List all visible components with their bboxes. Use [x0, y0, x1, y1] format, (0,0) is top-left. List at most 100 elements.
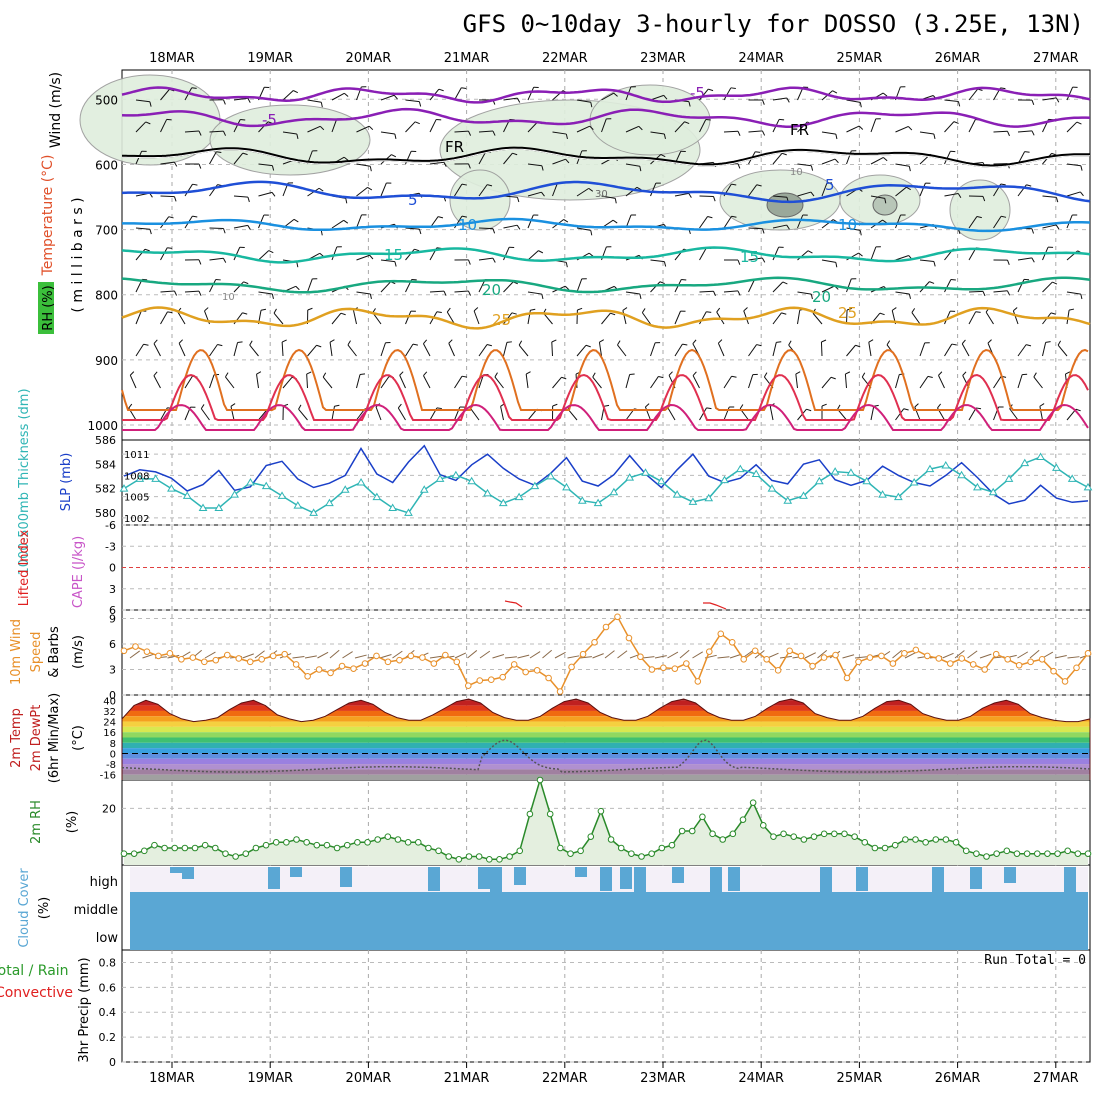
thickness-line-point	[483, 488, 492, 497]
wind-barb-flag	[629, 373, 635, 375]
wind-barb-flag	[737, 130, 741, 136]
thickness-line-point	[498, 498, 508, 507]
wind-barb-flag	[418, 229, 422, 235]
cloud-high-bar	[428, 867, 440, 891]
contour-label: 10	[458, 216, 477, 234]
wind-barb	[944, 193, 959, 197]
wind-barb	[209, 151, 217, 165]
rh2m-line-point	[120, 850, 128, 857]
wind-barb	[914, 406, 921, 421]
wind-barb	[797, 310, 801, 325]
wind-barb-flag	[781, 152, 787, 156]
wind10m-speed-line-point	[958, 655, 966, 662]
wind-barb-flag	[858, 125, 864, 130]
wind-barb	[233, 247, 241, 261]
thickness-line-point	[198, 503, 208, 511]
wind-barb-flag	[320, 102, 323, 108]
thickness-line-point	[214, 503, 224, 511]
temp-band	[122, 721, 1090, 727]
wind-barb-flag	[961, 339, 966, 345]
thickness-line-point	[1036, 452, 1045, 460]
wind-barb-flag	[436, 407, 442, 410]
wind-barb	[650, 376, 659, 389]
chart-title: GFS 0~10day 3-hourly for DOSSO (3.25E, 1…	[462, 10, 1084, 38]
thickness-line-point	[277, 491, 287, 499]
wind-barb-flag	[938, 371, 943, 376]
wind10m-barb	[892, 649, 903, 659]
cloud-high-bar	[634, 867, 646, 893]
rh2m-line-point	[140, 847, 148, 855]
temp-contour-25	[121, 306, 1091, 330]
wind-barb	[601, 312, 611, 325]
rh2m-line-point	[1054, 850, 1061, 857]
wind-barb-flag	[933, 261, 936, 267]
date-label-top: 26MAR	[935, 51, 981, 66]
temp-band	[122, 737, 1090, 743]
wind10m-speed-line-point	[740, 656, 748, 663]
wind-barb-flag	[318, 187, 324, 192]
wind10m-speed-line-point	[981, 666, 989, 673]
wind-barb-flag	[962, 371, 967, 376]
wind-barb	[306, 373, 308, 389]
date-label-bottom: 22MAR	[542, 1071, 588, 1086]
wind-barb	[552, 182, 558, 197]
wind-barb-flag	[271, 293, 274, 300]
rh2m-line-point	[201, 841, 209, 849]
temp-contour-20	[121, 276, 1091, 294]
temp-contour-40	[122, 403, 1089, 431]
cloud-high-bar	[710, 867, 722, 893]
wind-barb	[380, 376, 390, 389]
wind-barb-flag	[399, 371, 404, 376]
wind-barb	[184, 375, 193, 389]
wind10m-speed-line-point	[579, 650, 587, 658]
wind10m-ylabel-3: & Barbs	[47, 626, 62, 678]
wind-barb-flag	[786, 97, 790, 103]
rh2m-line-point	[181, 844, 189, 852]
wind-barb	[375, 406, 382, 421]
wind-barb-flag	[731, 375, 737, 378]
wind10m-speed-line-point	[637, 653, 644, 661]
temp-band	[122, 769, 1090, 775]
wind-barb-flag	[414, 121, 420, 125]
wind-barb	[772, 152, 783, 165]
cloud-high-bar	[340, 867, 352, 887]
wind-barb	[233, 97, 248, 101]
rh2m-line-point	[1023, 850, 1031, 857]
wind-barb	[699, 311, 707, 325]
wind10m-speed-line-point	[946, 660, 954, 667]
wind-barb	[478, 344, 488, 357]
wind-barb	[347, 344, 357, 357]
rh2m-line-point	[252, 844, 260, 852]
wind-barb	[812, 312, 823, 325]
rh2m-line-point	[780, 830, 787, 838]
upper-ytick: 900	[95, 354, 118, 368]
wind-barb	[650, 259, 665, 263]
thickness-line-point	[909, 478, 919, 486]
wind10m-speed-line-point	[820, 654, 828, 661]
wind-barb	[258, 163, 273, 167]
wind-barb	[527, 121, 539, 133]
wind-barb	[567, 408, 578, 421]
wind-barb-flag	[561, 376, 567, 380]
thickness-line-point	[135, 474, 145, 482]
wind-barb-flag	[149, 229, 152, 235]
wind-barb	[153, 375, 161, 389]
wind-barb	[527, 87, 535, 101]
rh2m-line-point	[861, 839, 869, 846]
wind-barb	[919, 376, 929, 389]
wind-ytick: 6	[109, 638, 116, 651]
wind-barb-flag	[1080, 191, 1084, 197]
wind10m-speed-line-point	[878, 652, 885, 660]
wind-barb-flag	[538, 250, 544, 254]
wind-barb	[209, 279, 217, 293]
wind-barb-flag	[563, 219, 569, 223]
temp-contour-35	[122, 373, 1089, 421]
wind-barb	[233, 342, 239, 357]
wind10m-speed-line-point	[901, 650, 908, 657]
temp-bands	[122, 699, 1090, 780]
wind-barb	[322, 376, 333, 389]
wind-barb-flag	[541, 293, 544, 300]
thickness-line-point	[546, 471, 556, 480]
wind-barb-flag	[951, 343, 957, 346]
wind10m-speed-line-point	[797, 652, 805, 660]
